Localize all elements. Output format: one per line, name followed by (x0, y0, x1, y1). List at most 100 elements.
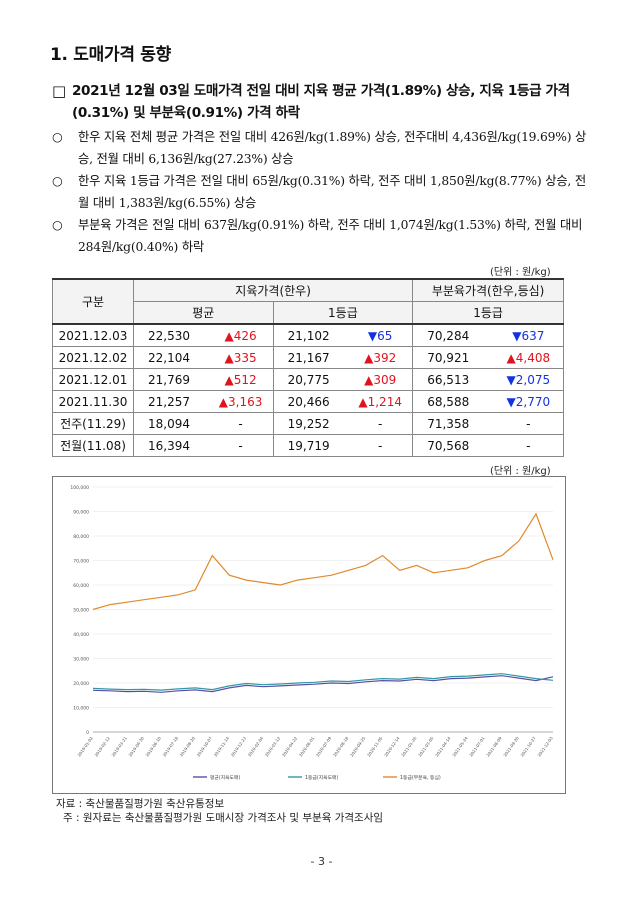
bullet-mark: ○ (52, 174, 63, 188)
bullet-text: 부분육 가격은 전일 대비 637원/kg(0.91%) 하락, 전주 대비 1… (78, 218, 583, 254)
table-row: 2021.12.02 22,104 ▲335 21,167 ▲392 70,921 ▲4,4… (52, 346, 564, 369)
header-bubun: 부분육가격(한우,등심) (412, 278, 564, 302)
header-grade1-bubun: 1등급 (412, 301, 564, 325)
cell-grade1-change: - (348, 412, 414, 435)
x-tick-label: 2020-04-22 (281, 735, 299, 757)
legend-label: 평균(지육도매) (210, 774, 240, 781)
x-tick-label: 2020-08-18 (332, 735, 350, 757)
source-line: 자료 : 축산물품질평가원 축산유통정보 (56, 798, 225, 810)
section-title: 1. 도매가격 동향 (50, 45, 171, 65)
series-line (92, 673, 554, 691)
y-tick-label: 0 (86, 730, 89, 736)
x-tick-label: 2019-11-14 (213, 735, 231, 757)
y-tick-label: 70,000 (73, 559, 89, 565)
cell-avg-change: ▲426 (208, 323, 274, 347)
cell-avg-change: - (208, 434, 274, 457)
legend-label: 1등급(지육도매) (305, 774, 338, 781)
x-tick-label: 2020-12-14 (383, 735, 401, 757)
y-tick-label: 90,000 (73, 510, 89, 516)
cell-grade1-value: 19,252 (272, 412, 349, 435)
x-tick-label: 2019-10-07 (196, 735, 214, 757)
header-gubun: 구분 (52, 278, 134, 325)
cell-bubun-change: - (493, 434, 564, 457)
bullet-text: 한우 지육 1등급 가격은 전일 대비 65원/kg(0.31%) 하락, 전주… (78, 174, 586, 210)
series-line (92, 675, 554, 693)
cell-grade1-change: ▲309 (348, 368, 414, 391)
cell-date: 전주(11.29) (52, 412, 134, 435)
x-tick-label: 2019-03-21 (110, 735, 128, 757)
x-tick-label: 2019-02-12 (93, 735, 111, 757)
cell-grade1-change: ▲1,214 (348, 390, 414, 413)
cell-avg-value: 18,094 (132, 412, 209, 435)
x-tick-label: 2020-06-01 (298, 735, 316, 757)
cell-avg-change: ▲335 (208, 346, 274, 369)
lead-mark: □ (52, 82, 67, 100)
cell-bubun-change: ▼2,075 (493, 368, 564, 391)
cell-bubun-change: ▲4,408 (493, 346, 564, 369)
header-avg: 평균 (133, 301, 274, 325)
header-jiyuk: 지육가격(한우) (132, 278, 414, 302)
x-tick-label: 2020-02-04 (247, 735, 265, 757)
x-tick-label: 2020-03-12 (264, 735, 282, 757)
cell-bubun-change: ▼637 (493, 323, 564, 347)
cell-avg-value: 21,257 (132, 390, 209, 413)
cell-bubun-change: ▼2,770 (493, 390, 564, 413)
note-line: 주 : 원자료는 축산물품질평가원 도매시장 가격조사 및 부분육 가격조사임 (63, 812, 384, 824)
cell-avg-value: 16,394 (132, 434, 209, 457)
cell-avg-value: 22,104 (132, 346, 209, 369)
cell-bubun-value: 70,284 (412, 323, 494, 347)
cell-bubun-value: 68,588 (412, 390, 494, 413)
x-tick-label: 2021-05-24 (451, 735, 469, 757)
cell-grade1-value: 21,167 (272, 346, 349, 369)
y-tick-label: 10,000 (73, 706, 89, 712)
x-tick-label: 2021-04-14 (434, 735, 452, 757)
header-grade1: 1등급 (272, 301, 414, 325)
cell-grade1-change: - (348, 434, 414, 457)
cell-date: 2021.12.02 (52, 346, 134, 369)
x-tick-label: 2021-09-20 (502, 735, 520, 757)
x-tick-label: 2019-04-30 (127, 735, 145, 757)
cell-grade1-value: 21,102 (272, 323, 349, 347)
cell-avg-value: 22,530 (132, 323, 209, 347)
y-tick-label: 40,000 (73, 632, 89, 638)
x-tick-label: 2020-09-25 (349, 735, 367, 757)
x-tick-label: 2021-07-01 (468, 735, 486, 757)
table-row: 2021.11.30 21,257 ▲3,163 20,466 ▲1,214 68,588… (52, 390, 564, 413)
y-tick-label: 80,000 (73, 534, 89, 540)
cell-date: 2021.12.01 (52, 368, 134, 391)
y-tick-label: 50,000 (73, 608, 89, 614)
cell-avg-change: ▲3,163 (208, 390, 274, 413)
x-tick-label: 2019-06-10 (145, 735, 163, 757)
x-tick-label: 2019-12-23 (230, 735, 248, 757)
cell-grade1-value: 20,775 (272, 368, 349, 391)
bullet-text: 한우 지육 전체 평균 가격은 전일 대비 426원/kg(1.89%) 상승,… (78, 130, 587, 166)
table-row: 전월(11.08) 16,394-19,719-70,568- (52, 434, 564, 457)
x-tick-label: 2019-01-02 (76, 735, 94, 757)
cell-avg-value: 21,769 (132, 368, 209, 391)
cell-bubun-value: 70,921 (412, 346, 494, 369)
chart-unit: (단위 : 원/kg) (490, 466, 551, 477)
table-unit: (단위 : 원/kg) (490, 267, 551, 278)
cell-date: 2021.12.03 (52, 323, 134, 347)
x-tick-label: 2021-03-05 (417, 735, 435, 757)
price-table: 구분 지육가격(한우) 부분육가격(한우,등심) 평균 1등급 1등급 2021… (52, 278, 564, 457)
bullet-mark: ○ (52, 218, 63, 232)
cell-avg-change: - (208, 412, 274, 435)
y-tick-label: 20,000 (73, 681, 89, 687)
page-number: - 3 - (310, 855, 333, 868)
table-row: 2021.12.03 22,530 ▲426 21,102 ▼65 70,284 ▼637 (52, 323, 564, 347)
cell-bubun-value: 70,568 (412, 434, 494, 457)
price-chart-svg: 0 10,000 20,000 30,000 40,000 50,000 60,000 70,… (70, 485, 554, 781)
legend-label: 1등급(부분육, 등심) (400, 774, 441, 781)
x-tick-label: 2021-10-27 (519, 735, 537, 757)
cell-grade1-change: ▼65 (348, 323, 414, 347)
cell-grade1-value: 20,466 (272, 390, 349, 413)
cell-avg-change: ▲512 (208, 368, 274, 391)
x-tick-label: 2021-01-26 (400, 735, 418, 757)
lead-text: 2021년 12월 03일 도매가격 전일 대비 지육 평균 가격(1.89%)… (72, 83, 570, 121)
price-chart: 0 10,000 20,000 30,000 40,000 50,000 60,000 70,… (52, 476, 566, 794)
series-line (92, 512, 554, 611)
x-tick-label: 2019-07-18 (162, 735, 180, 757)
y-tick-label: 30,000 (73, 657, 89, 663)
x-tick-label: 2021-08-09 (485, 735, 503, 757)
